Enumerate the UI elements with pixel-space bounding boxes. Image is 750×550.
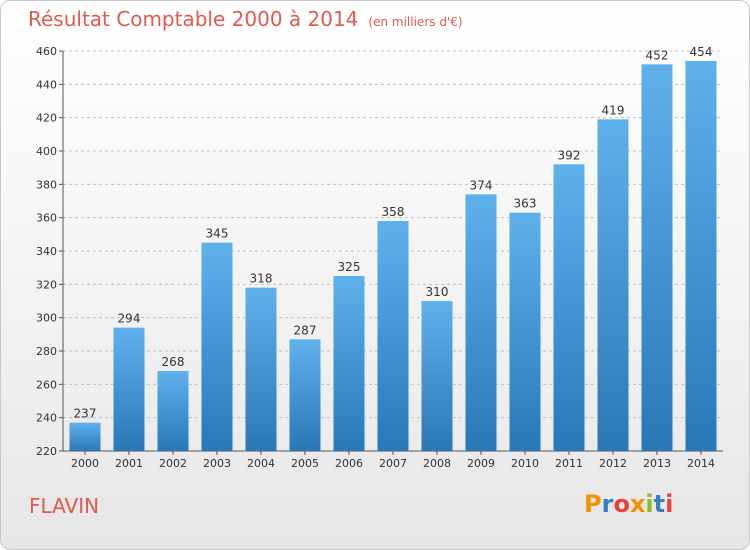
y-tick-label: 240 <box>36 412 57 425</box>
x-tick-label: 2010 <box>511 457 539 470</box>
bar <box>509 212 541 451</box>
y-tick-label: 440 <box>36 78 57 91</box>
bar <box>245 287 277 451</box>
x-tick-label: 2012 <box>599 457 627 470</box>
data-label: 287 <box>294 323 317 337</box>
x-tick-label: 2007 <box>379 457 407 470</box>
y-tick-label: 260 <box>36 378 57 391</box>
y-tick-label: 380 <box>36 178 57 191</box>
y-tick-label: 420 <box>36 112 57 125</box>
data-label: 374 <box>470 178 493 192</box>
data-label: 325 <box>338 260 361 274</box>
bar <box>289 339 321 451</box>
bar <box>201 242 233 451</box>
x-tick-label: 2003 <box>203 457 231 470</box>
logo-letter: P <box>584 490 602 518</box>
bar <box>333 276 365 451</box>
y-tick-label: 280 <box>36 345 57 358</box>
data-label: 358 <box>382 205 405 219</box>
data-label: 237 <box>74 407 97 421</box>
chart-title: Résultat Comptable 2000 à 2014 (en millie… <box>28 7 463 31</box>
x-tick-label: 2014 <box>687 457 715 470</box>
bar <box>421 301 453 451</box>
logo-letter: r <box>601 490 614 518</box>
proxiti-logo: Proxiti <box>584 490 673 518</box>
logo-letter: o <box>613 490 630 518</box>
x-tick-label: 2002 <box>159 457 187 470</box>
x-tick-label: 2011 <box>555 457 583 470</box>
title-text: Résultat Comptable 2000 à 2014 <box>28 7 359 31</box>
x-tick-label: 2013 <box>643 457 671 470</box>
data-label: 310 <box>426 285 449 299</box>
x-tick-label: 2000 <box>71 457 99 470</box>
bar <box>641 64 673 452</box>
bar <box>113 327 145 451</box>
data-label: 294 <box>118 312 141 326</box>
y-tick-label: 340 <box>36 245 57 258</box>
data-label: 419 <box>602 103 625 117</box>
bar <box>553 164 585 452</box>
logo-letter: t <box>653 490 666 518</box>
bar <box>377 221 409 451</box>
logo-letter: x <box>629 490 646 518</box>
data-label: 318 <box>250 272 273 286</box>
bar <box>597 119 629 451</box>
x-tick-label: 2008 <box>423 457 451 470</box>
data-label: 268 <box>162 355 185 369</box>
y-tick-label: 400 <box>36 145 57 158</box>
bar <box>465 194 497 452</box>
data-label: 454 <box>690 45 713 59</box>
y-tick-label: 300 <box>36 312 57 325</box>
chart-subtitle: (en milliers d'€) <box>368 15 463 29</box>
x-tick-label: 2001 <box>115 457 143 470</box>
x-tick-label: 2006 <box>335 457 363 470</box>
x-tick-label: 2004 <box>247 457 275 470</box>
bar <box>157 371 189 451</box>
y-tick-label: 220 <box>36 445 57 458</box>
x-tick-label: 2009 <box>467 457 495 470</box>
logo-letter: i <box>645 490 654 518</box>
place-name: FLAVIN <box>29 494 100 518</box>
y-tick-label: 320 <box>36 278 57 291</box>
y-tick-label: 460 <box>36 45 57 58</box>
data-label: 392 <box>558 148 581 162</box>
data-label: 345 <box>206 227 229 241</box>
bar <box>69 422 101 451</box>
y-tick-label: 360 <box>36 212 57 225</box>
logo-letter: i <box>665 490 674 518</box>
data-label: 363 <box>514 197 537 211</box>
bar <box>685 61 717 451</box>
x-tick-label: 2005 <box>291 457 319 470</box>
data-label: 452 <box>646 48 669 62</box>
